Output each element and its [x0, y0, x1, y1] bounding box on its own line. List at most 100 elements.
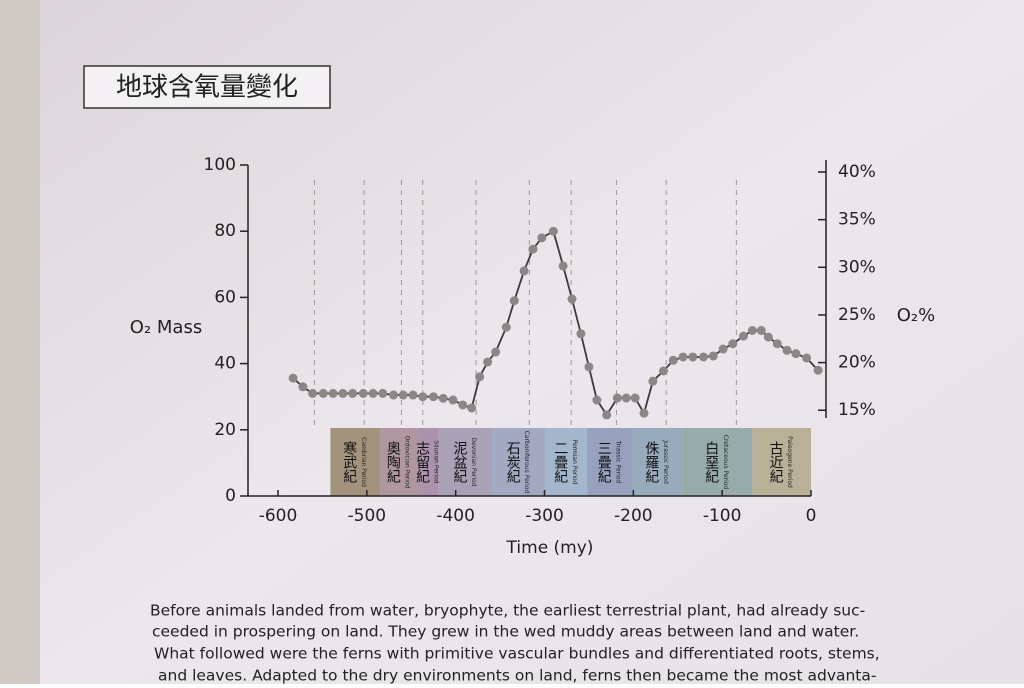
title-box: [83, 65, 331, 109]
y2-tick-label: 20%: [838, 353, 876, 373]
data-point: [621, 393, 631, 403]
data-point: [718, 344, 728, 354]
data-point: [467, 403, 477, 413]
x-axis-label: Time (my): [506, 538, 594, 558]
period-band: [492, 428, 546, 496]
period-band: [632, 428, 683, 496]
data-point: [678, 352, 688, 362]
data-point: [668, 355, 678, 365]
y-axis-label: O₂ Mass: [130, 317, 202, 338]
data-point: [699, 352, 709, 362]
data-point: [548, 226, 558, 236]
data-point: [338, 388, 348, 398]
period-name: 侏羅紀: [643, 441, 659, 483]
period-english: Silurian Period: [433, 440, 440, 483]
data-point: [501, 322, 511, 332]
data-point: [756, 326, 766, 335]
x-tick-label: -500: [348, 506, 387, 526]
data-point: [659, 366, 669, 376]
data-point: [475, 372, 485, 382]
period-name: 三疊紀: [596, 441, 612, 483]
data-point: [438, 393, 448, 403]
period-name: 白堊紀: [703, 441, 719, 483]
data-point: [328, 388, 338, 398]
description-line: Before animals landed from water, bryoph…: [150, 602, 865, 620]
data-point: [602, 410, 612, 420]
period-band: [438, 428, 493, 496]
data-point: [318, 388, 328, 398]
description-line: and leaves. Adapted to the dry environme…: [158, 667, 876, 685]
data-point: [630, 393, 640, 403]
period-english: Cretaceous Period: [722, 435, 729, 490]
period-english: Cambrian Period: [360, 437, 367, 487]
x-tick-label: -100: [703, 506, 742, 526]
data-point: [388, 390, 398, 400]
period-english: Jurassic Period: [662, 439, 669, 484]
period-band: [545, 428, 588, 496]
data-point: [813, 365, 823, 375]
data-point: [648, 376, 658, 386]
data-point: [576, 329, 586, 339]
period-band: [587, 428, 633, 496]
data-point: [728, 339, 738, 349]
board: [40, 0, 1024, 684]
y2-tick-label: 15%: [838, 400, 876, 420]
data-point: [418, 392, 428, 402]
y-tick-label: 20: [214, 420, 236, 440]
data-point: [519, 266, 529, 276]
data-point: [763, 332, 773, 342]
x-tick-label: -600: [259, 506, 298, 526]
data-point: [288, 373, 298, 383]
data-point: [708, 351, 718, 361]
x-tick-label: -200: [614, 506, 653, 526]
data-point: [558, 261, 568, 271]
x-tick-label: -300: [525, 506, 564, 526]
data-point: [584, 362, 594, 372]
data-point: [509, 296, 519, 306]
period-name: 古近紀: [768, 441, 784, 483]
data-point: [537, 233, 547, 243]
period-band: [682, 428, 753, 496]
data-point: [528, 244, 538, 254]
period-english: Ordovician Period: [403, 436, 410, 489]
period-name: 志留紀: [414, 441, 430, 483]
chart-title: 地球含氧量變化: [116, 73, 298, 103]
y2-tick-label: 25%: [838, 305, 876, 325]
data-point: [348, 388, 358, 398]
data-point: [802, 353, 812, 363]
data-point: [592, 395, 602, 405]
y-tick-label: 100: [204, 155, 236, 175]
period-english: Carboniferous Period: [523, 431, 530, 494]
y2-tick-label: 30%: [838, 257, 876, 277]
data-point: [368, 388, 378, 398]
period-english: Paleogene Period: [786, 436, 793, 488]
data-point: [688, 352, 698, 362]
description-line: What followed were the ferns with primit…: [154, 645, 880, 663]
data-point: [612, 393, 622, 403]
data-point: [738, 331, 748, 341]
y2-tick-label: 40%: [838, 162, 876, 182]
y-tick-label: 60: [214, 287, 236, 307]
period-band: [417, 428, 439, 496]
data-point: [639, 408, 649, 418]
data-point: [782, 345, 792, 355]
data-point: [308, 388, 318, 398]
period-band: [330, 428, 381, 496]
data-point: [458, 400, 468, 410]
x-tick-label: 0: [806, 506, 817, 526]
data-point: [772, 339, 782, 349]
x-tick-label: -400: [436, 506, 475, 526]
y2-axis-label: O₂%: [897, 305, 936, 326]
data-point: [378, 388, 388, 398]
period-name: 寒武紀: [341, 440, 357, 483]
period-english: Devonian Period: [470, 437, 477, 486]
description-line: ceeded in prospering on land. They grew …: [152, 623, 859, 641]
data-point: [747, 326, 757, 335]
period-band: [380, 428, 418, 496]
y-tick-label: 0: [225, 486, 236, 506]
period-english: Permian Period: [571, 439, 578, 484]
data-point: [567, 294, 577, 304]
y-tick-label: 40: [214, 354, 236, 374]
y2-tick-label: 35%: [838, 210, 876, 230]
